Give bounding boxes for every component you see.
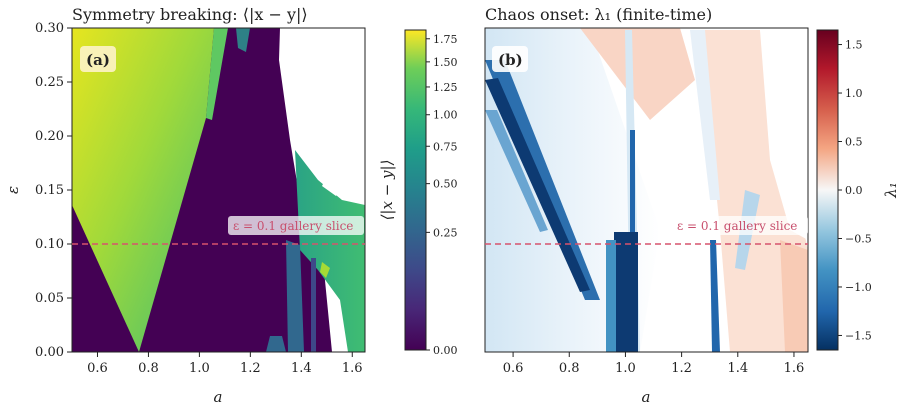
colorbar-b-tick-label: 1.0	[845, 87, 863, 100]
colorbar-a-tick-label: 0.00	[433, 344, 458, 357]
panel-a-xtick-label: 1.2	[240, 361, 261, 376]
panel-a-xlabel: a	[214, 388, 223, 406]
colorbar-b-tick-label: 0.5	[845, 136, 863, 149]
colorbar-a-tick-label: 1.75	[433, 33, 458, 46]
panel-b-xlabel: a	[642, 388, 651, 406]
colorbar-a-tick-label: 0.75	[433, 140, 458, 153]
panel-a-ytick-label: 0.00	[35, 345, 64, 360]
panel-a-xtick-label: 1.4	[291, 361, 312, 376]
colorbar-a-tick-label: 1.00	[433, 109, 458, 122]
panel-a-slice-label-box: ε = 0.1 gallery slice	[228, 216, 364, 235]
panel-a-xtick-label: 1.0	[189, 361, 210, 376]
panel-a-ytick-label: 0.25	[35, 75, 64, 90]
panel-a-ytick-label: 0.10	[35, 237, 64, 252]
colorbar-a	[404, 29, 427, 351]
panel-b-xtick-label: 1.4	[727, 361, 748, 376]
panel-b-xtick-label: 1.2	[671, 361, 692, 376]
panel-b-ticks: 0.6 0.8 1.0 1.2 1.4 1.6	[503, 352, 805, 376]
panel-b-xtick-label: 1.6	[784, 361, 805, 376]
colorbar-b-label: λ₁	[882, 182, 900, 199]
panel-b-slice-label-box: ε = 0.1 gallery slice	[672, 216, 808, 235]
colorbar-a-ticks: 0.00 0.25 0.50 0.75 1.00 1.25 1.50 1.75	[426, 33, 458, 357]
panel-a-ytick-label: 0.20	[35, 129, 64, 144]
panel-a-ytick-label: 0.05	[35, 291, 64, 306]
colorbar-a-tick-label: 1.25	[433, 81, 458, 94]
panel-a-ticks: 0.6 0.8 1.0 1.2 1.4 1.6 0.00 0.05 0.10 0.15 0.20 0.…	[35, 21, 363, 376]
panel-a-ytick-label: 0.30	[35, 21, 64, 36]
panel-b-slice-label: ε = 0.1 gallery slice	[677, 219, 797, 233]
panel-b-title: Chaos onset: λ₁ (finite-time)	[485, 5, 712, 24]
panel-a-slice-label: ε = 0.1 gallery slice	[233, 219, 353, 233]
panel-b-frame	[484, 27, 809, 353]
colorbar-b	[816, 29, 839, 351]
colorbar-b-tick-label: 1.5	[845, 39, 863, 52]
panel-a-title: Symmetry breaking: ⟨|x − y|⟩	[72, 5, 308, 24]
panel-a-xtick-label: 1.6	[342, 361, 363, 376]
panel-b-label: (b)	[498, 51, 523, 69]
colorbar-b-tick-label: −0.5	[845, 232, 872, 245]
colorbar-a-tick-label: 1.50	[433, 56, 458, 69]
panel-a-ylabel: ε	[4, 186, 22, 194]
panel-b-xtick-label: 0.6	[503, 361, 524, 376]
panel-a-label: (a)	[86, 51, 110, 69]
panel-b-label-box: (b)	[492, 46, 528, 72]
panel-b-xtick-label: 0.8	[559, 361, 580, 376]
colorbar-a-tick-label: 0.50	[433, 178, 458, 191]
colorbar-b-ticks: 1.5 1.0 0.5 0.0 −0.5 −1.0 −1.5	[838, 39, 872, 342]
colorbar-a-label: ⟨|x − y|⟩	[378, 160, 396, 221]
panel-a-heatmap	[72, 28, 365, 352]
colorbar-b-tick-label: −1.5	[845, 329, 872, 342]
panel-b-heatmap	[485, 28, 808, 352]
colorbar-b-tick-label: −1.0	[845, 281, 872, 294]
colorbar-a-tick-label: 0.25	[433, 226, 458, 239]
colorbar-b-tick-label: 0.0	[845, 184, 863, 197]
panel-a-label-box: (a)	[80, 46, 116, 72]
panel-a-ytick-label: 0.15	[35, 183, 64, 198]
panel-a-xtick-label: 0.8	[138, 361, 159, 376]
panel-b-xtick-label: 1.0	[615, 361, 636, 376]
panel-a-xtick-label: 0.6	[87, 361, 108, 376]
